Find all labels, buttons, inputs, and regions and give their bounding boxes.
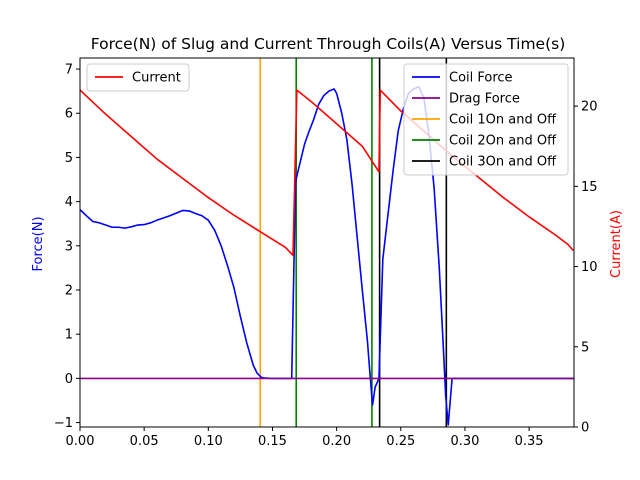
- x-tick-label-0: 0.00: [66, 434, 95, 449]
- y-left-tick-label-7: 6: [65, 107, 73, 122]
- y-right-tick-label-0: 0: [581, 421, 589, 436]
- y-right-tick-label-2: 10: [581, 260, 598, 275]
- y-left-tick-label-6: 5: [65, 151, 73, 166]
- legend_left-box: [86, 63, 190, 92]
- y-left-tick-label-2: 1: [65, 328, 73, 343]
- y-left-tick-label-5: 4: [65, 195, 73, 210]
- y-left-tick-label-3: 2: [65, 284, 73, 299]
- chart-title: Force(N) of Slug and Current Through Coi…: [91, 35, 566, 53]
- legend_left-label-0: Current: [132, 71, 181, 86]
- axes: 0.00 0.05 0.10 0.15 0.20 0.25 0.30 0.35 −1 0 1 2 3 4 5…: [54, 57, 598, 449]
- y-right-tick-label-4: 20: [581, 100, 598, 115]
- legend_right-label-0: Coil Force: [449, 71, 513, 86]
- x-tick-label-2: 0.10: [194, 434, 223, 449]
- legend_right-label-3: Coil 2On and Off: [449, 134, 557, 149]
- y-axis-left-label: Force(N): [31, 216, 46, 271]
- legend_right-label-4: Coil 3On and Off: [449, 155, 557, 170]
- x-tick-label-7: 0.35: [515, 434, 544, 449]
- x-tick-label-3: 0.15: [258, 434, 287, 449]
- x-tick-label-1: 0.05: [130, 434, 159, 449]
- axes-frame: [79, 57, 575, 428]
- y-left-tick-label-0: −1: [54, 416, 73, 431]
- legend_right-box: [403, 63, 569, 176]
- y-left-tick-label-8: 7: [65, 63, 73, 78]
- y-right-tick-label-1: 5: [581, 340, 589, 355]
- legend_right-label-1: Drag Force: [449, 92, 520, 107]
- y-left-tick-label-1: 0: [65, 372, 73, 387]
- series-line-current: [80, 89, 574, 257]
- legend_right-label-2: Coil 1On and Off: [449, 113, 557, 128]
- x-tick-label-4: 0.20: [322, 434, 351, 449]
- y-right-tick-label-3: 15: [581, 180, 598, 195]
- x-tick-label-6: 0.30: [450, 434, 479, 449]
- legends: Current Coil Force Drag Force Coil 1On and …: [86, 63, 569, 176]
- x-tick-label-5: 0.25: [386, 434, 415, 449]
- y-axis-right-label: Current(A): [609, 210, 624, 278]
- y-left-tick-label-4: 3: [65, 239, 73, 254]
